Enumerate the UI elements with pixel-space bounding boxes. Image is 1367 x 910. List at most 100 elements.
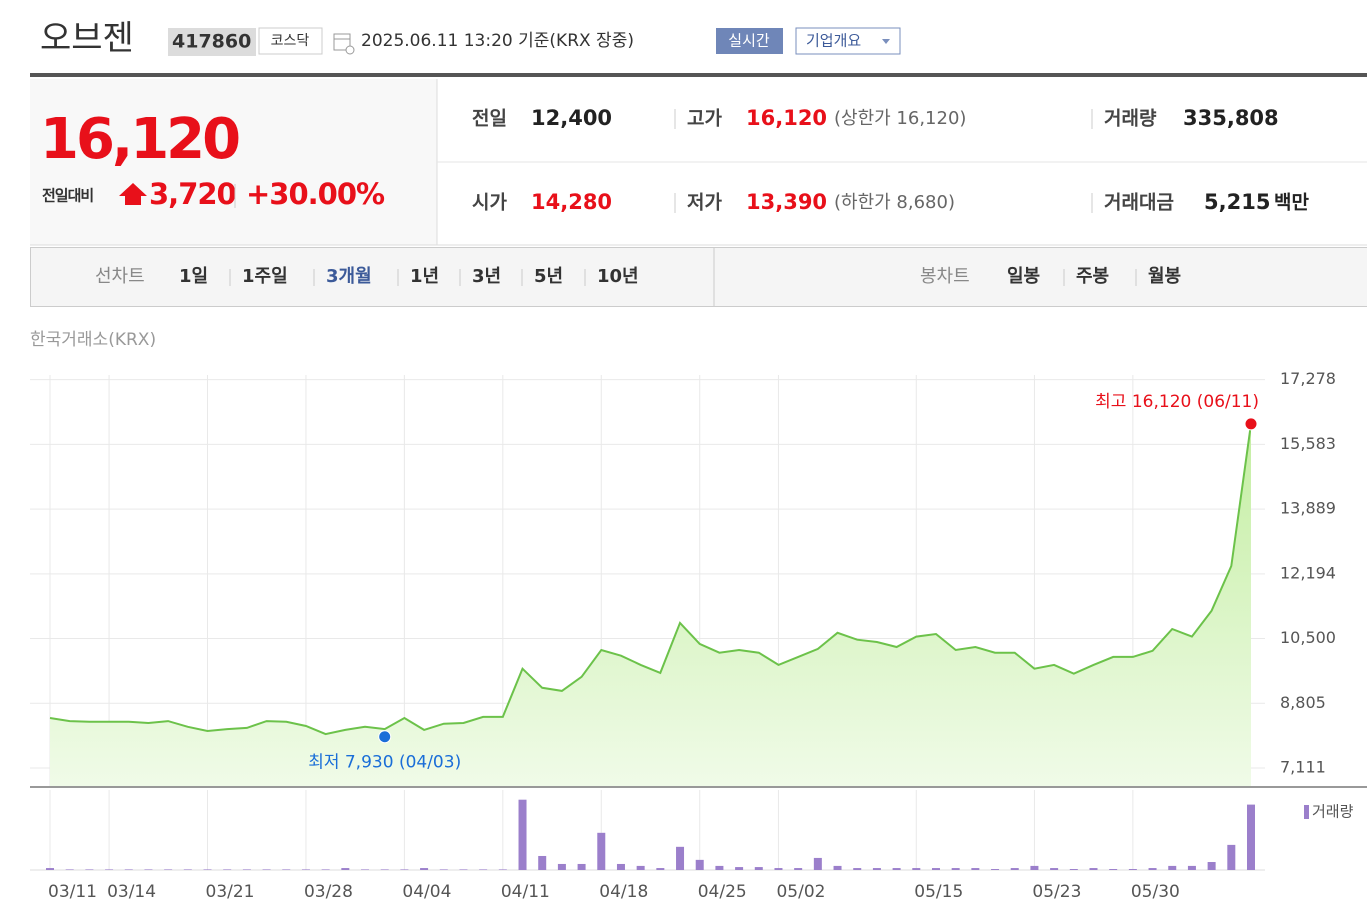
volume-bar: [991, 869, 1000, 870]
volume-bar: [951, 868, 960, 870]
volume-bar: [282, 869, 291, 870]
volume-bar: [479, 869, 488, 870]
volume-bar: [124, 869, 133, 870]
dropdown-arrow: [882, 39, 890, 44]
x-tick-label: 05/02: [776, 882, 825, 902]
volume-bar: [498, 869, 507, 870]
volume-bar: [1168, 865, 1177, 870]
volume-bar: [1109, 869, 1118, 870]
stat-label: 고가: [687, 108, 722, 130]
volume-bar: [833, 865, 842, 870]
stat-value: 13,390: [746, 190, 827, 214]
current-price: 16,120: [40, 107, 239, 172]
company-label[interactable]: 기업개요: [806, 32, 861, 50]
market-box: [258, 27, 323, 55]
time: 2025.06.11 13:20 기준(KRX 장중): [361, 31, 634, 51]
market: 코스닥: [271, 33, 310, 49]
volume-bar: [912, 868, 921, 870]
y-tick-label: 17,278: [1280, 369, 1336, 388]
volume-bar: [656, 868, 665, 870]
stat-unit: 백만: [1274, 192, 1309, 214]
volume-bar: [794, 868, 803, 870]
period-tab[interactable]: 3년: [472, 266, 501, 287]
stock-name: 오브젠: [40, 19, 134, 59]
stat-label: 거래대금: [1104, 192, 1174, 214]
volume-bar: [183, 869, 192, 870]
volume-bar: [1227, 844, 1236, 870]
x-tick-label: 03/28: [304, 882, 353, 902]
y-tick-label: 10,500: [1280, 628, 1336, 647]
x-tick-label: 03/14: [107, 882, 156, 902]
volume-bar: [164, 869, 173, 870]
volume-bar: [715, 865, 724, 870]
candle-tab[interactable]: 주봉: [1076, 266, 1109, 287]
x-tick-label: 03/21: [206, 882, 255, 902]
volume-bar: [1050, 868, 1059, 870]
company-button[interactable]: [795, 27, 901, 55]
y-tick-label: 15,583: [1280, 434, 1336, 453]
y-tick-label: 13,889: [1280, 499, 1336, 518]
code-bg: [168, 28, 256, 56]
x-tick-label: 05/15: [914, 882, 963, 902]
volume-bar: [420, 868, 429, 870]
x-tick-label: 05/30: [1131, 882, 1180, 902]
y-tick-label: 12,194: [1280, 563, 1336, 582]
price-panel: [30, 79, 437, 245]
stat-label: 거래량: [1104, 108, 1157, 130]
stat-label: 시가: [472, 192, 507, 214]
line-chart-label: 선차트: [95, 266, 145, 287]
x-tick-label: 04/25: [698, 882, 747, 902]
volume-bar: [380, 869, 389, 870]
volume-bar: [1148, 868, 1157, 870]
period-tab[interactable]: 5년: [534, 266, 563, 287]
volume-bar: [557, 863, 566, 870]
x-tick-label: 05/23: [1032, 882, 1081, 902]
extreme-dot: [1244, 417, 1258, 431]
volume-bar: [1207, 862, 1216, 870]
x-tick-label: 04/18: [599, 882, 648, 902]
volume-bar: [1010, 868, 1019, 870]
volume-bar: [439, 869, 448, 870]
realtime-label[interactable]: 실시간: [728, 32, 770, 50]
volume-bar: [1089, 868, 1098, 870]
volume-bar: [341, 868, 350, 870]
volume-bar: [400, 869, 409, 870]
volume-bar: [203, 869, 212, 870]
x-tick-label: 04/04: [402, 882, 451, 902]
volume-bar: [46, 868, 54, 870]
price-line: [49, 423, 1252, 736]
volume-bar: [223, 869, 232, 870]
candle-tab[interactable]: 월봉: [1148, 266, 1181, 287]
volume-bar: [853, 868, 862, 870]
calendar-icon: [333, 33, 355, 55]
period-tab[interactable]: 1주일: [242, 266, 288, 287]
candle-tab[interactable]: 일봉: [1007, 266, 1040, 287]
legend-swatch: [1304, 805, 1309, 819]
volume-bar: [1030, 865, 1039, 870]
header-rule: [30, 73, 1367, 77]
volume-bar: [262, 869, 271, 870]
low-label: 최저 7,930 (04/03): [308, 753, 461, 773]
volume-bar: [676, 846, 685, 870]
period-tab[interactable]: 1일: [179, 266, 208, 287]
volume-bar: [538, 855, 547, 870]
period-tab[interactable]: 1년: [410, 266, 439, 287]
volume-bar: [695, 859, 704, 870]
legend-label: 거래량: [1312, 803, 1354, 821]
stat-label: 전일: [472, 108, 507, 130]
volume-bar: [774, 868, 783, 870]
period-tab[interactable]: 3개월: [326, 266, 372, 287]
realtime-button[interactable]: [716, 28, 783, 54]
stock-code: 417860: [172, 31, 251, 53]
volume-bar: [301, 869, 310, 870]
stat-value: 14,280: [531, 190, 612, 214]
volume-bar: [931, 868, 940, 870]
source: 한국거래소(KRX): [30, 330, 156, 350]
volume-bar: [105, 869, 114, 870]
volume-bar: [361, 869, 370, 870]
period-tab[interactable]: 10년: [597, 266, 639, 287]
volume-bar: [636, 865, 645, 870]
stat-sub: (상한가 16,120): [834, 108, 966, 129]
